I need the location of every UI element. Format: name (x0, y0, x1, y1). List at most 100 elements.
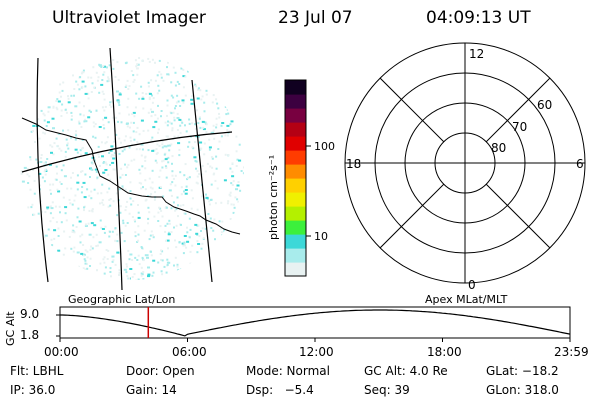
emission-pixel (79, 149, 82, 152)
emission-pixel (201, 227, 204, 230)
emission-pixel (140, 274, 143, 277)
emission-pixel (191, 146, 194, 149)
emission-pixel (123, 139, 126, 142)
emission-pixel (171, 181, 174, 184)
emission-pixel (93, 188, 96, 191)
emission-pixel (124, 163, 126, 166)
emission-pixel (236, 198, 239, 201)
emission-pixel (144, 179, 147, 182)
emission-pixel (204, 227, 207, 230)
emission-pixel (129, 190, 132, 193)
emission-pixel (136, 63, 139, 66)
emission-pixel (133, 78, 136, 81)
emission-pixel (140, 85, 143, 88)
emission-pixel (68, 235, 71, 238)
emission-pixel (122, 219, 125, 222)
emission-pixel (129, 268, 133, 270)
emission-pixel (186, 231, 189, 234)
colorbar-segment (285, 248, 306, 263)
timeline-frame (59, 306, 571, 339)
emission-pixel (57, 144, 60, 147)
colorbar-segment (285, 192, 306, 207)
emission-pixel (112, 255, 115, 258)
emission-pixel (168, 149, 171, 152)
emission-pixel (67, 147, 70, 150)
emission-pixel (75, 80, 78, 83)
emission-pixel (78, 220, 82, 223)
emission-pixel (107, 76, 110, 79)
emission-pixel (71, 230, 74, 233)
emission-pixel (92, 159, 95, 162)
emission-pixel (116, 214, 119, 217)
emission-pixel (165, 176, 168, 179)
emission-pixel (82, 69, 85, 72)
emission-pixel (211, 166, 214, 169)
emission-pixel (77, 120, 80, 123)
emission-pixel (147, 129, 150, 132)
emission-pixel (201, 195, 203, 198)
emission-pixel (160, 270, 163, 273)
emission-pixel (29, 158, 32, 161)
mlt-line (485, 77, 551, 143)
emission-pixel (90, 76, 93, 79)
emission-pixel (71, 172, 74, 174)
emission-pixel (64, 247, 67, 250)
emission-pixel (181, 242, 185, 245)
emission-pixel (242, 172, 244, 175)
emission-pixel (165, 167, 168, 169)
emission-pixel (105, 163, 108, 166)
emission-pixel (151, 234, 154, 237)
colorbar-unit-label: photon cm⁻²s⁻¹ (267, 155, 280, 240)
emission-pixel (221, 220, 224, 223)
emission-pixel (181, 99, 185, 102)
emission-pixel (105, 141, 108, 144)
emission-pixel (102, 124, 105, 126)
emission-pixel (168, 121, 171, 124)
emission-pixel (57, 227, 60, 230)
emission-pixel (129, 253, 133, 256)
emission-pixel (39, 161, 43, 163)
emission-pixel (148, 60, 151, 63)
emission-pixel (204, 121, 207, 124)
emission-pixel (224, 106, 227, 108)
emission-pixel (177, 204, 179, 207)
door-status: Door: Open (126, 364, 195, 378)
emission-pixel (68, 198, 71, 201)
emission-pixel (179, 204, 182, 207)
emission-pixel (140, 119, 144, 122)
emission-pixel (203, 153, 206, 156)
emission-pixel (118, 137, 121, 140)
emission-pixel (201, 173, 204, 176)
emission-pixel (101, 201, 104, 204)
emission-pixel (220, 227, 223, 230)
emission-pixel (113, 154, 115, 157)
emission-pixel (154, 191, 157, 194)
emission-pixel (172, 96, 175, 99)
emission-pixel (155, 161, 158, 164)
emission-pixel (190, 207, 193, 210)
emission-pixel (152, 126, 156, 129)
emission-pixel (126, 275, 129, 278)
emission-pixel (200, 230, 202, 232)
emission-pixel (133, 158, 136, 161)
emission-pixel (236, 158, 239, 161)
emission-pixel (154, 114, 157, 117)
emission-pixel (134, 256, 137, 259)
emission-pixel (102, 171, 106, 174)
emission-pixel (168, 219, 171, 222)
emission-pixel (214, 202, 217, 205)
emission-pixel (168, 189, 172, 192)
emission-pixel (194, 123, 196, 126)
emission-pixel (119, 92, 122, 95)
emission-pixel (63, 175, 67, 178)
emission-pixel (148, 177, 151, 180)
emission-pixel (144, 188, 147, 191)
emission-pixel (162, 159, 165, 162)
emission-pixel (179, 131, 182, 134)
emission-pixel (160, 73, 163, 76)
emission-pixel (166, 135, 169, 138)
gc-alt-axis-label: GC Alt (4, 311, 17, 346)
emission-pixel (135, 279, 138, 280)
emission-pixel (238, 143, 241, 146)
emission-pixel (150, 115, 153, 118)
